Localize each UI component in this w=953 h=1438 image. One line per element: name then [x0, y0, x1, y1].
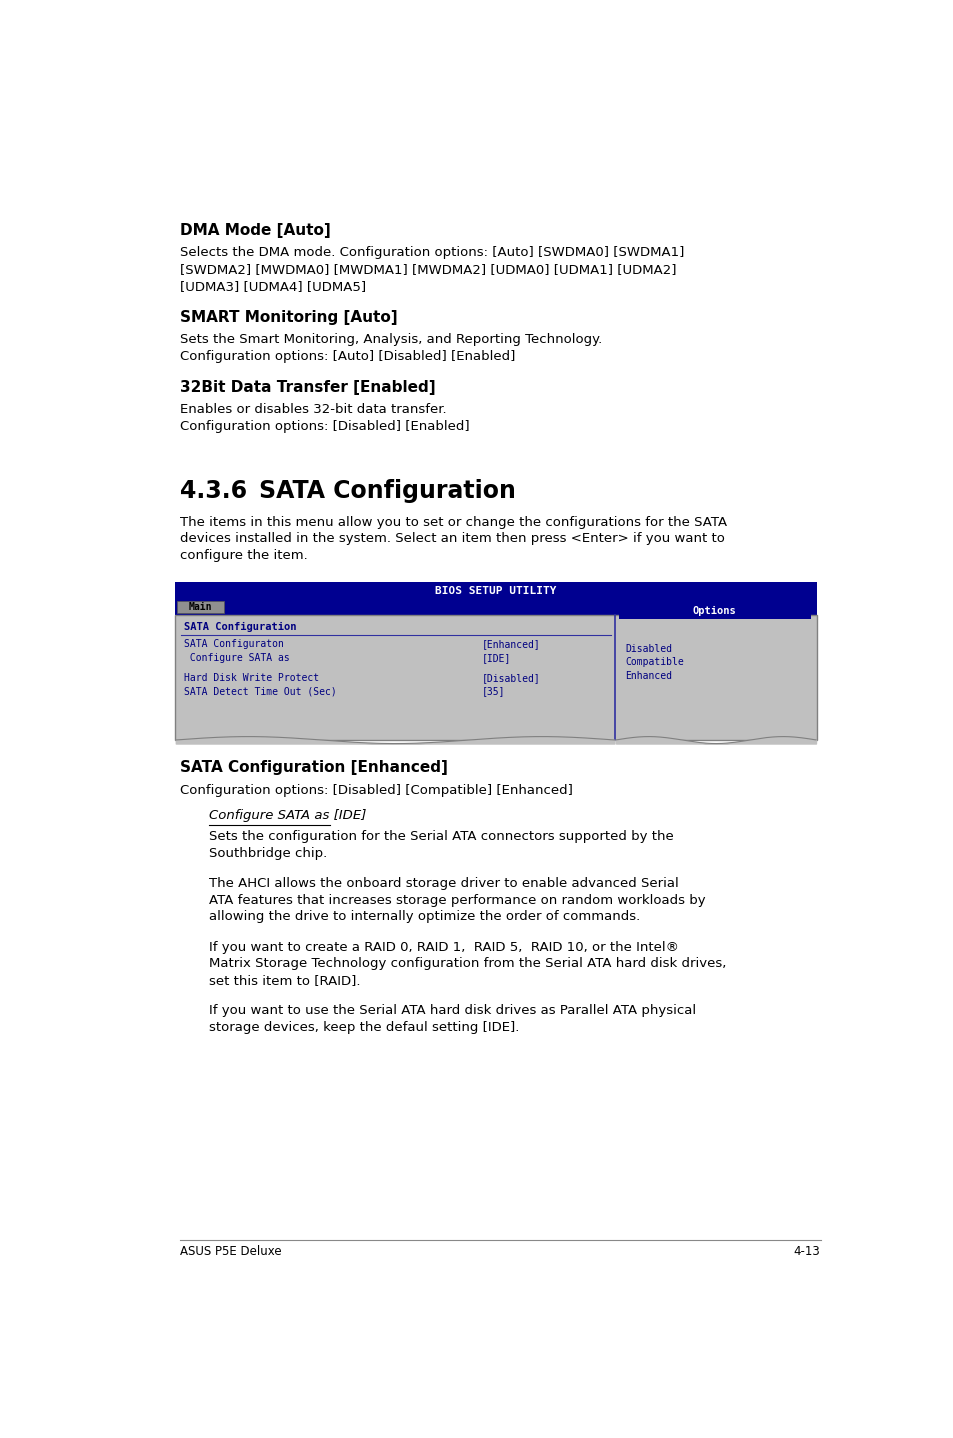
Text: ATA features that increases storage performance on random workloads by: ATA features that increases storage perf…: [209, 893, 705, 907]
Text: Options: Options: [692, 605, 736, 615]
Text: 4-13: 4-13: [793, 1245, 820, 1258]
Text: If you want to create a RAID 0, RAID 1,  RAID 5,  RAID 10, or the Intel®: If you want to create a RAID 0, RAID 1, …: [209, 940, 679, 953]
FancyBboxPatch shape: [174, 582, 816, 600]
Text: Configuration options: [Disabled] [Compatible] [Enhanced]: Configuration options: [Disabled] [Compa…: [179, 784, 572, 797]
FancyBboxPatch shape: [174, 614, 816, 741]
FancyBboxPatch shape: [177, 601, 224, 613]
Text: 32Bit Data Transfer [Enabled]: 32Bit Data Transfer [Enabled]: [179, 380, 435, 395]
Text: Configuration options: [Auto] [Disabled] [Enabled]: Configuration options: [Auto] [Disabled]…: [179, 349, 515, 362]
Text: Selects the DMA mode. Configuration options: [Auto] [SWDMA0] [SWDMA1]: Selects the DMA mode. Configuration opti…: [179, 246, 683, 259]
Text: Sets the configuration for the Serial ATA connectors supported by the: Sets the configuration for the Serial AT…: [209, 830, 673, 843]
Text: Compatible: Compatible: [624, 657, 683, 667]
Text: [IDE]: [IDE]: [481, 653, 511, 663]
Text: Configuration options: [Disabled] [Enabled]: Configuration options: [Disabled] [Enabl…: [179, 420, 469, 433]
Text: Matrix Storage Technology configuration from the Serial ATA hard disk drives,: Matrix Storage Technology configuration …: [209, 958, 726, 971]
Text: DMA Mode [Auto]: DMA Mode [Auto]: [179, 223, 330, 239]
Text: SATA Detect Time Out (Sec): SATA Detect Time Out (Sec): [184, 686, 336, 696]
Text: Configure SATA as: Configure SATA as: [184, 653, 290, 663]
Text: Sets the Smart Monitoring, Analysis, and Reporting Technology.: Sets the Smart Monitoring, Analysis, and…: [179, 334, 601, 347]
FancyBboxPatch shape: [618, 603, 810, 620]
Text: Southbridge chip.: Southbridge chip.: [209, 847, 327, 860]
Text: [Enhanced]: [Enhanced]: [481, 638, 540, 649]
Text: set this item to [RAID].: set this item to [RAID].: [209, 974, 360, 986]
Text: BIOS SETUP UTILITY: BIOS SETUP UTILITY: [435, 585, 556, 595]
Text: SATA Configuration: SATA Configuration: [258, 479, 515, 503]
Text: Main: Main: [189, 603, 213, 611]
Text: 4.3.6: 4.3.6: [179, 479, 247, 503]
Text: The items in this menu allow you to set or change the configurations for the SAT: The items in this menu allow you to set …: [179, 516, 726, 529]
Text: Configure SATA as [IDE]: Configure SATA as [IDE]: [209, 810, 366, 823]
Text: Disabled: Disabled: [624, 644, 672, 654]
Text: [35]: [35]: [481, 686, 505, 696]
Text: devices installed in the system. Select an item then press <Enter> if you want t: devices installed in the system. Select …: [179, 532, 724, 545]
Text: SATA Configuraton: SATA Configuraton: [184, 638, 284, 649]
Text: configure the item.: configure the item.: [179, 549, 307, 562]
Text: Hard Disk Write Protect: Hard Disk Write Protect: [184, 673, 319, 683]
Text: The AHCI allows the onboard storage driver to enable advanced Serial: The AHCI allows the onboard storage driv…: [209, 877, 679, 890]
Text: SMART Monitoring [Auto]: SMART Monitoring [Auto]: [179, 311, 396, 325]
Text: If you want to use the Serial ATA hard disk drives as Parallel ATA physical: If you want to use the Serial ATA hard d…: [209, 1004, 696, 1017]
Text: Enables or disables 32-bit data transfer.: Enables or disables 32-bit data transfer…: [179, 403, 446, 416]
Text: storage devices, keep the defaul setting [IDE].: storage devices, keep the defaul setting…: [209, 1021, 519, 1034]
FancyBboxPatch shape: [174, 600, 816, 614]
Text: Enhanced: Enhanced: [624, 670, 672, 680]
Text: SATA Configuration [Enhanced]: SATA Configuration [Enhanced]: [179, 761, 447, 775]
Text: ASUS P5E Deluxe: ASUS P5E Deluxe: [179, 1245, 281, 1258]
Text: SATA Configuration: SATA Configuration: [184, 621, 296, 631]
Text: allowing the drive to internally optimize the order of commands.: allowing the drive to internally optimiz…: [209, 910, 639, 923]
Text: [UDMA3] [UDMA4] [UDMA5]: [UDMA3] [UDMA4] [UDMA5]: [179, 279, 365, 292]
Text: [SWDMA2] [MWDMA0] [MWDMA1] [MWDMA2] [UDMA0] [UDMA1] [UDMA2]: [SWDMA2] [MWDMA0] [MWDMA1] [MWDMA2] [UDM…: [179, 263, 676, 276]
Text: [Disabled]: [Disabled]: [481, 673, 540, 683]
